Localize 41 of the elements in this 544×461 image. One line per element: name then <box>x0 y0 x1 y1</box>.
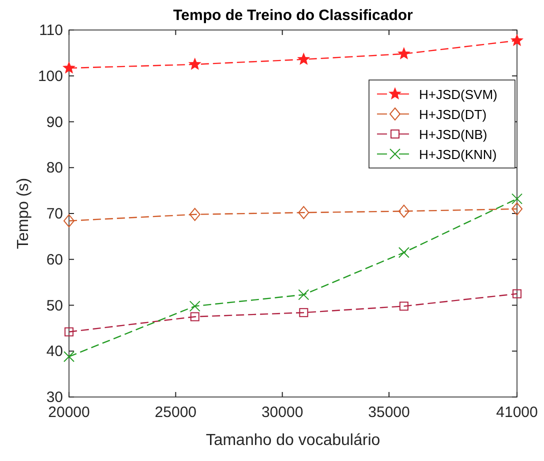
point <box>510 34 524 46</box>
y-tick-label: 60 <box>46 251 63 268</box>
y-tick-label: 100 <box>38 68 63 85</box>
point <box>64 214 74 228</box>
point <box>64 351 74 362</box>
legend-label: H+JSD(DT) <box>419 107 487 122</box>
point <box>64 327 74 336</box>
point <box>298 289 310 300</box>
point <box>399 302 408 311</box>
point <box>299 308 308 318</box>
point <box>512 289 522 298</box>
y-tick-label: 80 <box>46 160 63 177</box>
point <box>512 202 522 216</box>
y-tick-label: 90 <box>46 114 63 131</box>
y-tick-label: 110 <box>39 22 63 39</box>
y-tick-label: 50 <box>46 297 63 314</box>
point <box>298 53 310 65</box>
point <box>512 193 522 204</box>
point <box>298 206 310 220</box>
x-tick-label: 41000 <box>496 404 538 421</box>
y-tick-label: 30 <box>46 389 63 406</box>
x-tick-label: 30000 <box>261 404 304 421</box>
y-axis-title: Tempo (s) <box>15 178 32 250</box>
point <box>189 300 200 312</box>
legend-label: H+JSD(SVM) <box>419 87 498 102</box>
chart-title: Tempo de Treino do Classificador <box>173 7 414 24</box>
point <box>398 246 410 258</box>
point <box>188 58 201 70</box>
y-tick-label: 70 <box>46 206 63 222</box>
x-tick-label: 20000 <box>48 404 90 421</box>
point <box>398 48 410 60</box>
x-tick-label: 25000 <box>154 404 197 421</box>
point <box>190 312 200 322</box>
point <box>398 204 410 218</box>
x-axis-title: Tamanho do vocabulário <box>206 432 380 449</box>
legend-label: H+JSD(KNN) <box>419 147 497 162</box>
x-tick-label: 35000 <box>368 404 410 421</box>
point <box>62 62 76 74</box>
legend-label: H+JSD(NB) <box>419 127 488 142</box>
y-tick-label: 40 <box>46 343 63 360</box>
point <box>189 208 200 221</box>
